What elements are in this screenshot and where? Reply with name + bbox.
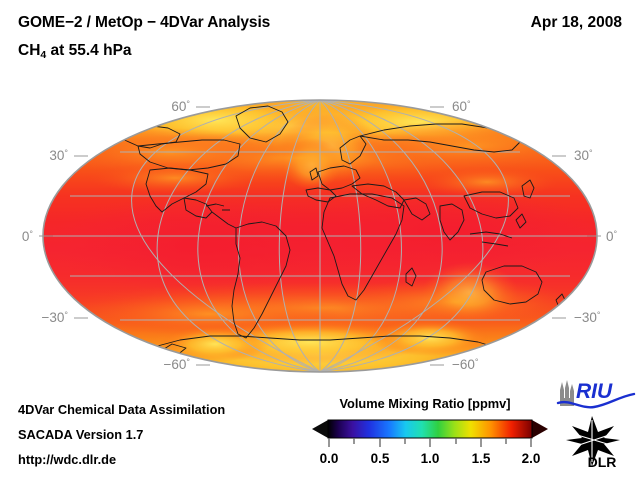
- lat-label-right-60: 60: [452, 99, 467, 114]
- wave-icon: [556, 392, 636, 409]
- lat-label-left-m60: −60: [163, 357, 186, 372]
- footer-assimilation-label: 4DVar Chemical Data Assimilation: [18, 402, 226, 417]
- lat-label-right-30: 30: [574, 148, 589, 163]
- species-subscript: 4: [40, 49, 47, 61]
- dlr-mark-lines: [573, 420, 615, 462]
- footer-url-link[interactable]: http://wdc.dlr.de: [18, 452, 117, 467]
- species-formula: CH: [18, 42, 41, 59]
- dlr-logo: DLR: [562, 416, 636, 470]
- svg-text:−30°: −30°: [41, 310, 68, 325]
- svg-text:30°: 30°: [49, 148, 68, 163]
- global-map-figure: 60° 30° 0° −30° −60° 60° 30° 0° −30° −60…: [0, 86, 640, 386]
- svg-text:−30°: −30°: [574, 310, 601, 325]
- riu-wordmark: RIU: [576, 380, 613, 403]
- lat-label-left-m30: −30: [41, 310, 64, 325]
- colorbar-extend-right: [532, 420, 548, 438]
- colorbar-title: Volume Mixing Ratio [ppmv]: [339, 396, 511, 411]
- colorbar: Volume Mixing Ratio [ppmv]: [310, 396, 550, 472]
- colorbar-tick-3: 1.5: [472, 451, 491, 466]
- dlr-wordmark: DLR: [588, 454, 617, 470]
- svg-text:60°: 60°: [171, 99, 190, 114]
- lat-label-left-60: 60: [171, 99, 186, 114]
- colorbar-tick-2: 1.0: [421, 451, 440, 466]
- colorbar-extend-left: [312, 420, 328, 438]
- svg-text:0°: 0°: [606, 229, 618, 244]
- lat-label-left-30: 30: [49, 148, 64, 163]
- footer-version-label: SACADA Version 1.7: [18, 427, 144, 442]
- lat-label-right-0: 0: [606, 229, 614, 244]
- map-latitude-labels: 60° 30° 0° −30° −60° 60° 30° 0° −30° −60…: [22, 99, 618, 372]
- map-coastlines: [119, 105, 567, 357]
- svg-text:0°: 0°: [22, 229, 34, 244]
- lat-label-right-m30: −30: [574, 310, 597, 325]
- colorbar-tick-4: 2.0: [522, 451, 541, 466]
- svg-text:−60°: −60°: [163, 357, 190, 372]
- date-label: Apr 18, 2008: [530, 14, 622, 31]
- colorbar-ticks: [328, 438, 532, 447]
- colorbar-tick-1: 0.5: [371, 451, 390, 466]
- svg-text:30°: 30°: [574, 148, 593, 163]
- dlr-mark-icon: [566, 416, 620, 466]
- lat-label-left-0: 0: [22, 229, 30, 244]
- riu-logo: RIU: [556, 378, 636, 410]
- colorbar-tick-0: 0.0: [320, 451, 339, 466]
- species-label: CH4 at 55.4 hPa: [18, 42, 132, 61]
- species-pressure: at 55.4 hPa: [46, 42, 132, 59]
- svg-text:60°: 60°: [452, 99, 471, 114]
- svg-text:−60°: −60°: [452, 357, 479, 372]
- colorbar-gradient: [327, 419, 533, 439]
- lat-label-right-m60: −60: [452, 357, 475, 372]
- page-title: GOME−2 / MetOp − 4DVar Analysis: [18, 14, 271, 31]
